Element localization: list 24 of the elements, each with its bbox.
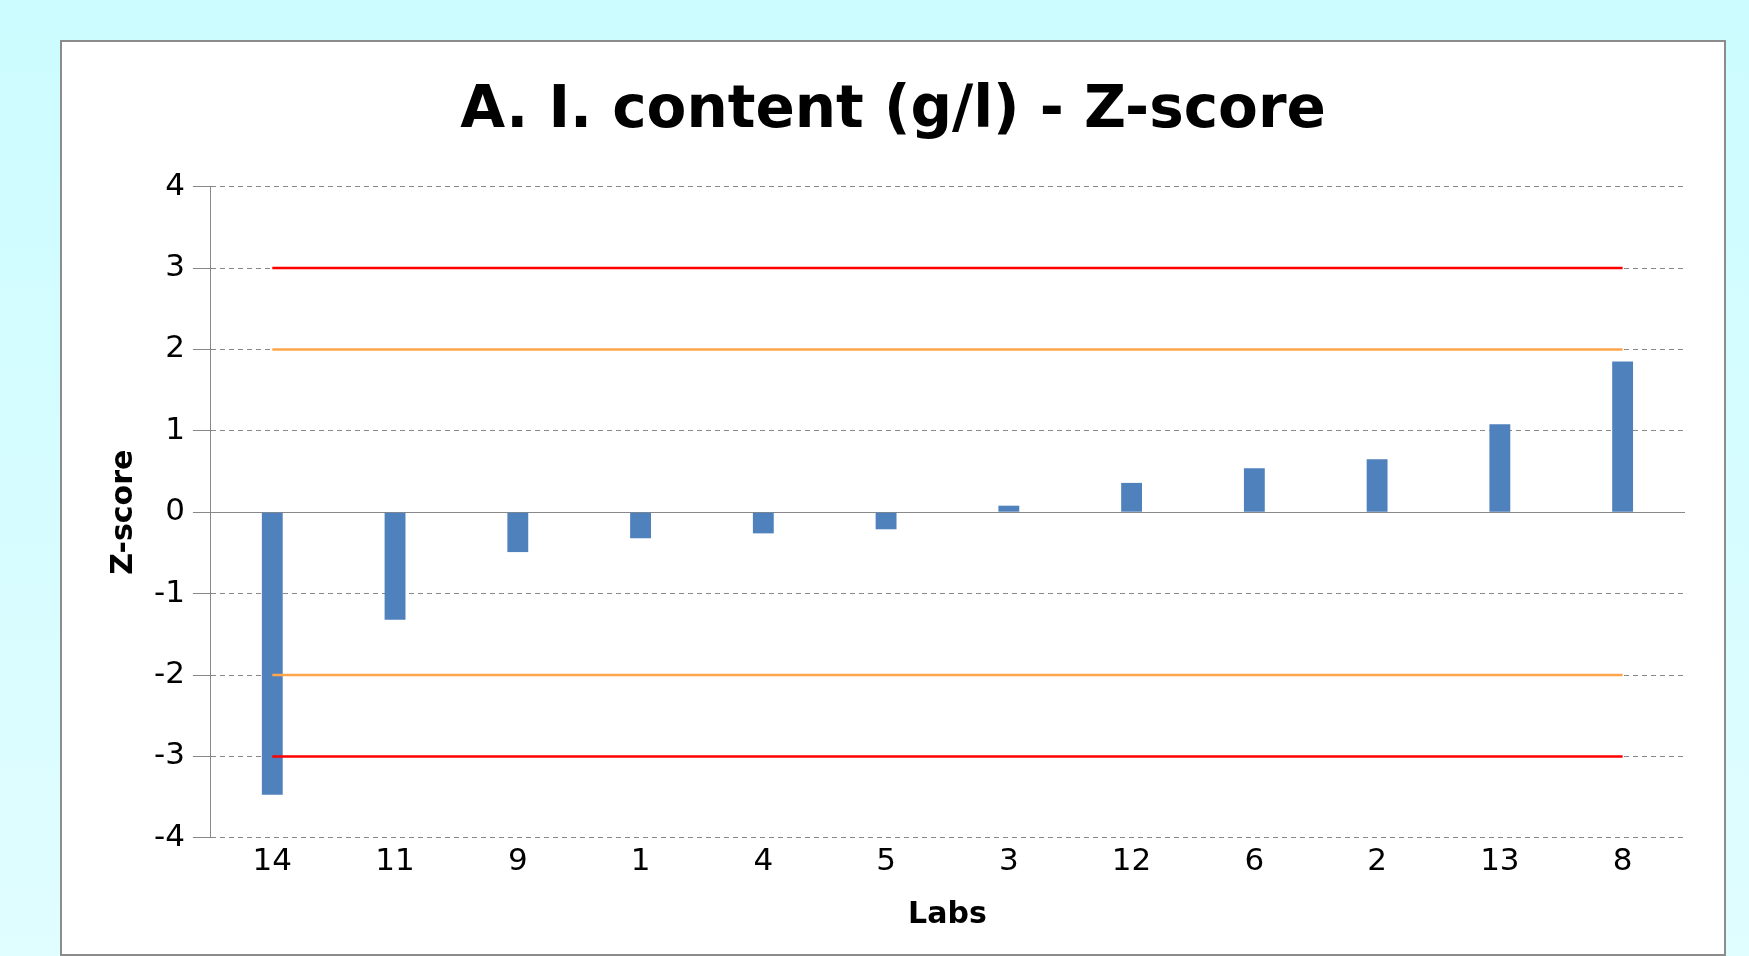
x-tick-label: 13 (1480, 841, 1520, 878)
y-axis-title: Z-score (103, 449, 139, 575)
x-axis-title: Labs (908, 894, 987, 930)
x-tick-label: 3 (998, 841, 1019, 878)
x-tick-label: 2 (1367, 841, 1387, 878)
y-tick-label: -2 (153, 654, 185, 691)
x-tick-label: 8 (1612, 841, 1633, 878)
y-tick-label: 3 (165, 247, 185, 284)
y-tick-label: -1 (153, 572, 185, 609)
x-tick-label: 12 (1111, 841, 1152, 878)
y-tick-label: -4 (153, 816, 185, 853)
x-tick-label: 9 (507, 841, 528, 878)
x-tick-label: 4 (753, 841, 774, 878)
y-tick-label: 2 (165, 328, 185, 365)
chart-title: A. I. content (g/l) - Z-score (460, 72, 1326, 141)
y-tick-label: 4 (165, 165, 185, 202)
y-tick-label: 0 (165, 491, 185, 528)
x-tick-label: 14 (252, 841, 293, 878)
y-tick-label: 1 (165, 409, 185, 446)
x-tick-label: 5 (876, 841, 896, 878)
x-tick-label: 6 (1244, 841, 1265, 878)
x-tick-label: 11 (375, 841, 415, 878)
x-tick-label: 1 (630, 841, 651, 878)
y-tick-label: -3 (153, 735, 185, 772)
